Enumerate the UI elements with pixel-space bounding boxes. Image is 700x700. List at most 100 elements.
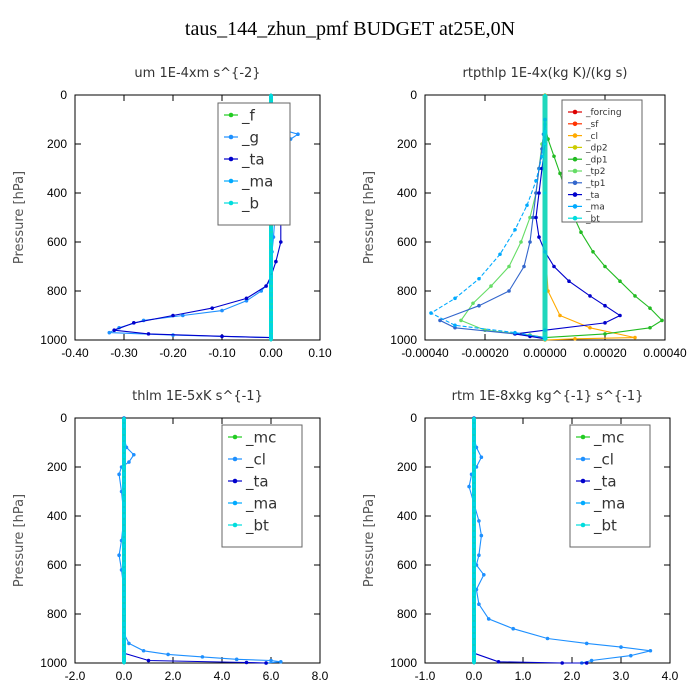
legend-label: _ta: [241, 150, 265, 169]
y-axis-label: Pressure [hPa]: [12, 171, 27, 264]
data-point: [584, 641, 589, 646]
data-point: [507, 264, 511, 269]
legend-marker: [580, 456, 586, 462]
data-point: [660, 318, 664, 323]
x-tick-label: 1.0: [515, 669, 532, 683]
y-tick-label: 0: [410, 88, 417, 102]
data-point: [472, 416, 476, 420]
data-point: [220, 308, 224, 313]
page-title: taus_144_zhun_pmf BUDGET at25E,0N: [184, 18, 516, 40]
x-tick-label: 0.00: [259, 346, 283, 360]
y-tick-label: 400: [397, 509, 417, 523]
data-point: [573, 336, 577, 341]
series-tp2: [459, 127, 547, 340]
data-point: [200, 655, 205, 659]
legend-marker: [572, 145, 578, 150]
legend-label: _mc: [245, 428, 276, 447]
legend-marker: [232, 522, 238, 528]
legend-label: _bt: [593, 516, 617, 535]
y-tick-label: 600: [397, 558, 417, 572]
data-point: [537, 191, 541, 195]
legend: _f _g _ta _ma _b: [217, 102, 291, 226]
x-tick-label: 3.0: [613, 669, 630, 683]
data-point: [537, 235, 541, 239]
data-point: [633, 294, 637, 298]
legend-marker: [580, 478, 586, 484]
legend-marker: [572, 121, 578, 127]
y-tick-label: 800: [47, 607, 67, 621]
data-point: [603, 264, 607, 269]
data-point: [279, 659, 283, 664]
data-point: [543, 289, 547, 293]
data-point: [511, 626, 515, 631]
y-tick-label: 800: [397, 607, 417, 621]
data-point: [558, 313, 562, 318]
data-point: [534, 178, 538, 183]
data-point: [171, 313, 175, 318]
data-point: [244, 296, 249, 301]
plot-panel-4: rtm 1E-8xkg kg^{-1} s^{-1} Pressure [hPa]…: [362, 389, 679, 683]
legend-marker: [572, 133, 578, 138]
legend-marker: [228, 178, 234, 184]
x-tick-label: 0.00020: [583, 346, 627, 360]
data-point: [472, 514, 476, 518]
data-point: [122, 661, 126, 665]
data-point: [603, 321, 607, 325]
y-tick-label: 1000: [390, 656, 417, 670]
panel-title: rtm 1E-8xkg kg^{-1} s^{-1}: [452, 389, 644, 404]
legend-marker: [572, 215, 578, 221]
series-line: [429, 131, 546, 339]
x-tick-label: 0.10: [308, 346, 332, 360]
data-point: [244, 660, 249, 665]
y-tick-label: 0: [410, 411, 417, 425]
data-point: [166, 652, 170, 657]
legend-label: _cl: [593, 450, 614, 469]
x-tick-label: 2.0: [165, 669, 182, 683]
data-point: [603, 303, 607, 308]
legend-label: _sf: [585, 120, 599, 130]
data-point: [479, 533, 484, 538]
series-line: [438, 119, 546, 339]
x-tick-label: -1.0: [415, 669, 436, 683]
legend-marker: [232, 478, 238, 484]
data-point: [534, 191, 538, 195]
series-tp1: [438, 117, 547, 340]
data-point: [567, 279, 571, 284]
legend-marker: [580, 522, 586, 528]
data-point: [279, 240, 283, 244]
legend: _mc _cl _ta _ma _bt: [569, 424, 651, 548]
data-point: [117, 472, 121, 477]
x-tick-label: 6.0: [263, 669, 280, 683]
legend-label: _f: [241, 106, 256, 125]
legend-label: _cl: [585, 132, 598, 142]
legend-label: _ta: [245, 472, 269, 491]
data-point: [498, 252, 502, 257]
y-tick-label: 600: [47, 235, 67, 249]
series-ma: [429, 129, 547, 340]
data-point: [588, 325, 592, 330]
y-axis-label: Pressure [hPa]: [12, 494, 27, 587]
data-point: [210, 306, 214, 310]
plot-frame: [74, 417, 321, 664]
data-point: [588, 294, 592, 298]
data-point: [132, 452, 136, 457]
data-point: [181, 313, 185, 318]
x-tick-label: -0.10: [208, 346, 236, 360]
legend-marker: [572, 156, 578, 162]
legend-marker: [228, 200, 234, 206]
x-tick-label: 8.0: [312, 669, 329, 683]
data-point: [648, 306, 652, 310]
x-tick-label: -2.0: [65, 669, 86, 683]
x-tick-label: -0.00040: [401, 346, 449, 360]
data-point: [552, 264, 556, 269]
data-point: [482, 573, 486, 577]
legend-label: _mc: [593, 428, 624, 447]
y-tick-label: 1000: [40, 656, 67, 670]
data-point: [486, 617, 491, 621]
data-point: [528, 215, 532, 220]
x-tick-label: -0.40: [61, 346, 89, 360]
data-point: [543, 240, 547, 244]
data-point: [534, 215, 538, 220]
legend-label: _tp2: [585, 167, 605, 177]
